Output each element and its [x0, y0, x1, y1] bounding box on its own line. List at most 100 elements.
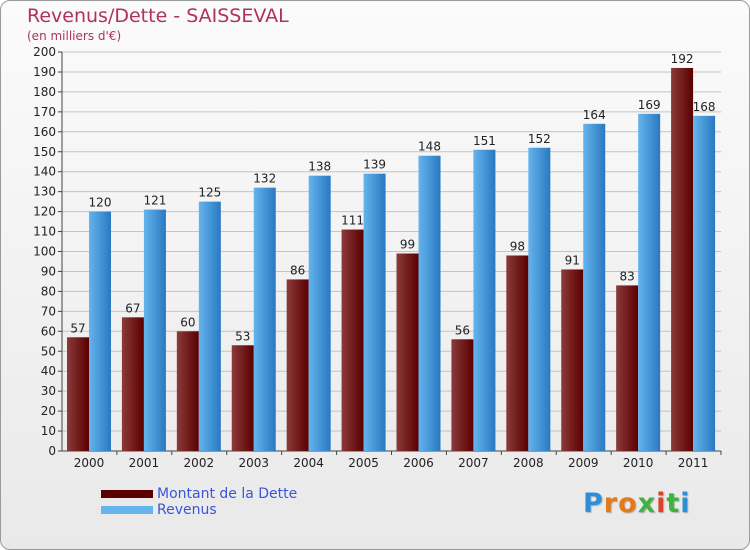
value-label-debt: 192: [671, 52, 694, 66]
x-tick-label: 2004: [293, 456, 324, 470]
bar-debt: [396, 253, 419, 451]
axes: 0 10 20 30 40 50 60 70 80 90 100 110 120 130 140 150 160…: [33, 45, 722, 470]
value-label-revenue: 148: [418, 140, 441, 154]
legend-swatch-revenue: [101, 506, 153, 514]
proxiti-logo: Proxiti: [583, 488, 691, 519]
value-label-revenue: 125: [198, 186, 221, 200]
logo-letter: i: [680, 488, 691, 519]
x-tick-label: 2006: [403, 456, 434, 470]
y-tick-label: 0: [48, 444, 56, 458]
bar-revenue: [693, 115, 716, 451]
y-tick-label: 80: [41, 284, 56, 298]
value-label-debt: 98: [510, 239, 525, 253]
bar-revenue: [89, 211, 111, 451]
grid-lines: [62, 51, 721, 432]
chart-subtitle: (en milliers d'€): [27, 29, 122, 43]
value-label-debt: 91: [565, 253, 580, 267]
y-tick-label: 20: [41, 404, 56, 418]
y-tick-label: 190: [33, 65, 56, 79]
value-labels: 57 120 67 121 60 125 53 132 86 138 111 139 99 148 56 15…: [70, 52, 715, 343]
value-label-debt: 111: [341, 214, 364, 228]
logo-letter: x: [637, 488, 657, 519]
y-tick-label: 100: [33, 245, 56, 259]
bar-revenue: [308, 175, 331, 451]
bar-revenue: [253, 187, 276, 451]
value-label-debt: 83: [620, 269, 635, 283]
logo-letter: t: [666, 488, 681, 519]
x-tick-label: 2007: [458, 456, 489, 470]
y-tick-label: 120: [33, 205, 56, 219]
bar-revenue: [638, 113, 661, 451]
y-tick-label: 160: [33, 125, 56, 139]
y-tick-label: 30: [41, 384, 56, 398]
y-tick-label: 70: [41, 304, 56, 318]
x-tick-label: 2010: [623, 456, 654, 470]
legend-label-revenue: Revenus: [157, 502, 217, 518]
y-tick-label: 200: [33, 45, 56, 59]
y-tick-label: 60: [41, 324, 56, 338]
bar-debt: [506, 255, 529, 451]
y-tick-label: 140: [33, 165, 56, 179]
bar-revenue: [473, 149, 496, 451]
bar-debt: [286, 279, 309, 451]
logo-letter: o: [618, 488, 638, 519]
value-label-revenue: 132: [253, 172, 276, 186]
y-tick-label: 130: [33, 185, 56, 199]
y-tick-label: 90: [41, 264, 56, 278]
value-label-revenue: 151: [473, 134, 496, 148]
value-label-debt: 86: [290, 263, 305, 277]
x-tick-label: 2001: [129, 456, 160, 470]
y-tick-label: 50: [41, 344, 56, 358]
x-tick-label: 2005: [348, 456, 379, 470]
value-label-revenue: 138: [308, 160, 331, 174]
x-tick-label: 2008: [513, 456, 544, 470]
y-tick-label: 170: [33, 105, 56, 119]
y-tick-label: 110: [33, 225, 56, 239]
y-tick-label: 150: [33, 145, 56, 159]
bar-debt: [561, 269, 584, 451]
bar-revenue: [583, 123, 606, 451]
legend-swatch-debt: [101, 490, 153, 498]
bar-debt: [231, 345, 254, 451]
y-tick-label: 180: [33, 85, 56, 99]
bar-debt: [121, 317, 144, 451]
y-tick-label: 40: [41, 364, 56, 378]
value-label-debt: 99: [400, 237, 415, 251]
bar-revenue: [363, 173, 386, 451]
bar-debt: [451, 339, 474, 451]
x-tick-label: 2003: [238, 456, 269, 470]
value-label-revenue: 168: [693, 100, 716, 114]
bar-debt: [341, 229, 364, 451]
value-label-debt: 53: [235, 329, 250, 343]
y-tick-label: 10: [41, 424, 56, 438]
value-label-revenue: 121: [143, 194, 166, 208]
bars: [67, 67, 716, 452]
logo-letter: i: [656, 488, 667, 519]
value-label-revenue: 152: [528, 132, 551, 146]
bar-revenue: [528, 147, 551, 451]
bar-revenue: [418, 155, 441, 452]
bar-revenue: [143, 209, 166, 451]
x-tick-label: 2009: [568, 456, 599, 470]
chart-title: Revenus/Dette - SAISSEVAL: [27, 5, 289, 27]
logo-letter: r: [603, 488, 619, 519]
value-label-revenue: 120: [89, 196, 112, 210]
value-label-revenue: 139: [363, 158, 386, 172]
value-label-revenue: 169: [638, 98, 661, 112]
x-tick-label: 2011: [678, 456, 709, 470]
bar-debt: [67, 337, 89, 451]
bar-debt: [671, 67, 694, 452]
logo-letter: P: [583, 488, 604, 519]
value-label-debt: 67: [125, 301, 140, 315]
x-tick-label: 2002: [184, 456, 215, 470]
bar-debt: [616, 285, 639, 451]
bar-revenue: [198, 201, 221, 451]
legend-label-debt: Montant de la Dette: [157, 486, 298, 502]
value-label-revenue: 164: [583, 108, 606, 122]
value-label-debt: 60: [180, 315, 195, 329]
value-label-debt: 57: [70, 321, 85, 335]
value-label-debt: 56: [455, 323, 470, 337]
bar-debt: [176, 331, 199, 451]
